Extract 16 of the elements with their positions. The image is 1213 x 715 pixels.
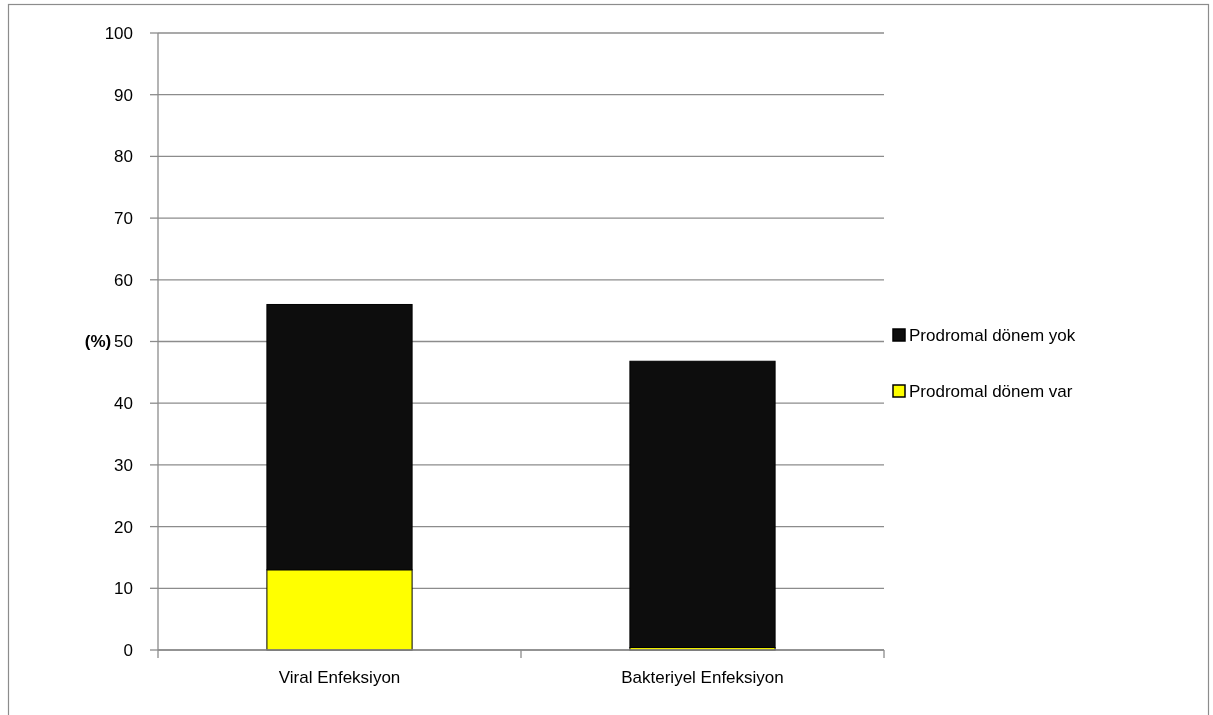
y-tick-label: 0 [123, 640, 133, 660]
y-tick-label: 40 [114, 394, 133, 414]
y-tick-label: 100 [104, 23, 133, 43]
legend-label: Prodromal dönem yok [909, 325, 1076, 345]
x-tick-label: Viral Enfeksiyon [278, 668, 401, 687]
y-tick-label: 50 [114, 332, 133, 352]
x-tick-label: Bakteriyel Enfeksiyon [621, 668, 784, 687]
y-tick-label: 80 [114, 147, 133, 167]
y-tick-label: 60 [114, 270, 133, 290]
y-axis-title: (%) [84, 332, 112, 352]
y-tick-label: 70 [114, 209, 133, 229]
y-tick-label: 30 [114, 455, 133, 475]
y-tick-label: 90 [114, 85, 133, 105]
y-tick-label: 20 [114, 517, 133, 537]
legend-label: Prodromal dönem var [909, 381, 1073, 401]
y-tick-label: 10 [114, 579, 133, 599]
